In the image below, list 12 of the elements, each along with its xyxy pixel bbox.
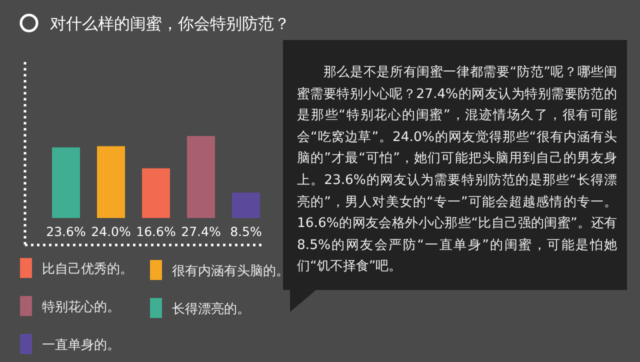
data-label: 24.0% [91,224,131,239]
data-label: 27.4% [181,224,221,239]
legend-label: 长得漂亮的。 [172,301,250,317]
legend-label: 一直单身的。 [42,338,120,353]
legend-label: 很有内涵有头脑的。 [172,264,289,279]
data-label: 23.6% [46,224,86,239]
text: 那么是不是所有闺蜜一律都需要“防范”呢？哪些闺蜜需要特别小心呢？27.4%的网友认为特别需要防范的是那些“特别花心的闺蜜”，混迹情场久了，很有可能会“吃窝边草”。24.0%的网友觉得那些“很有内涵有头脑的”才最“可怕”，她们可能把头脑用到自己的男友身上。23.6%的网友认为需要特别防范的是那些“长得漂亮的”，男人对美女的“专一”可能会超越感情的专一。16.6%的网友会格外小心那些“比自己强的闺蜜”。还有8.5%的网友会严防“一直单身”的闺蜜，可能是怕她们“饥不择食”吧。 [297,65,617,274]
legend-label: 比自己优秀的。 [42,262,133,277]
data-label: 8.5% [230,224,262,239]
data-label: 16.6% [136,224,176,239]
chart-title: 对什么样的闺蜜，你会特别防范？ [50,14,290,33]
legend-label: 特别花心的。 [42,299,120,315]
